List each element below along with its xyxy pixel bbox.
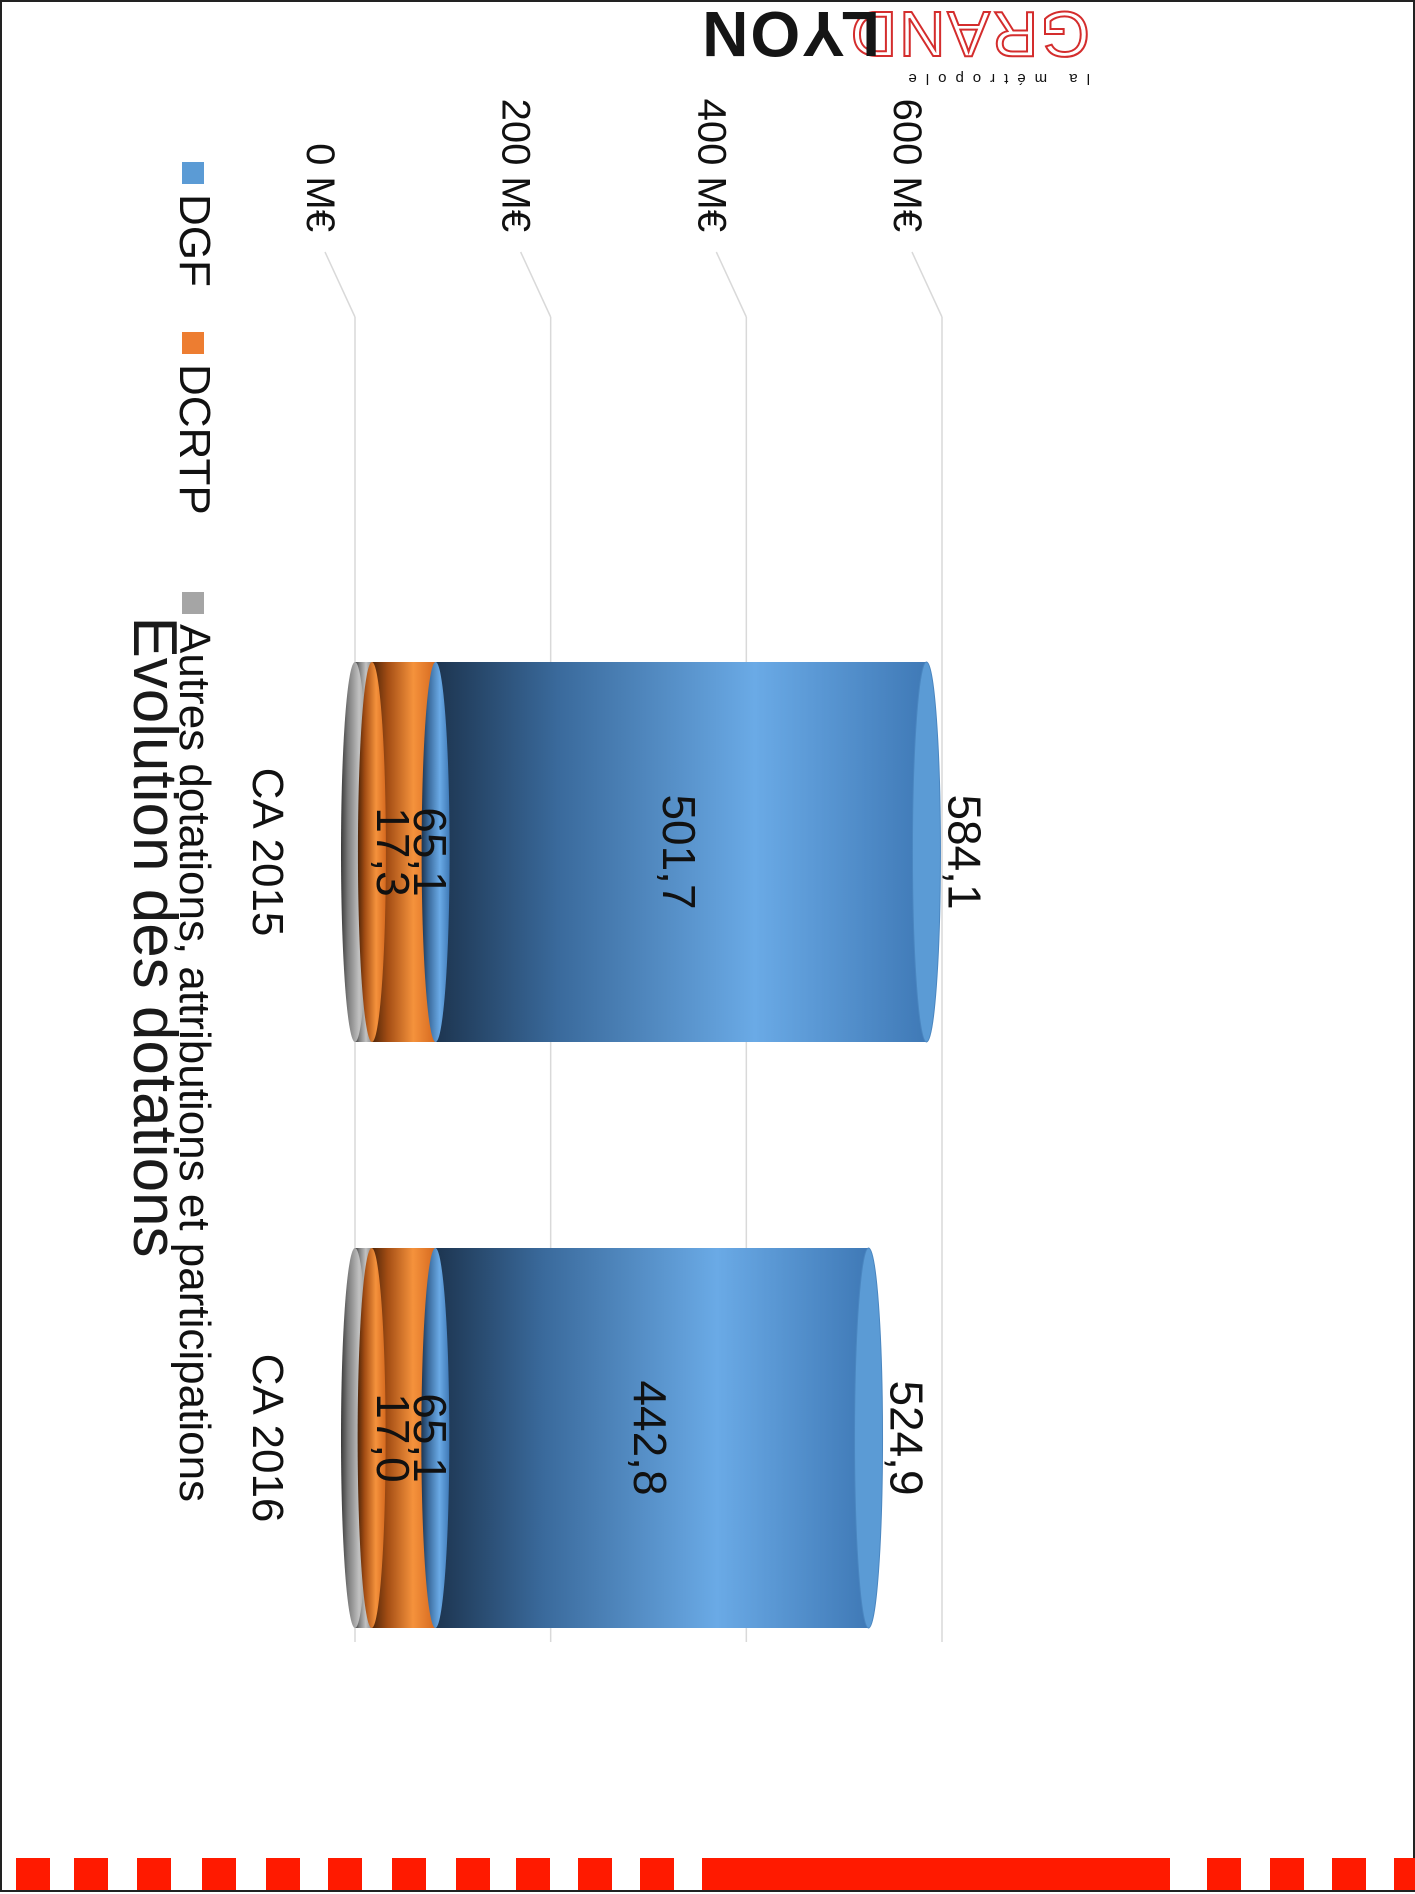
total-label: 584,1 [938,794,990,909]
gridline-depth [324,251,356,318]
legend-swatch [182,592,204,614]
legend-label: DCRTP [170,364,219,515]
footer-square [16,1858,50,1890]
gridline-depth [519,251,552,318]
value-label-autres: 17,3 [367,807,419,897]
bar-segment-dgf [435,662,927,1042]
svg-text:GRAND: GRAND [849,2,1090,70]
bar-top [911,661,941,1043]
tick-label: 600 M€ [885,99,929,232]
footer-square [392,1858,426,1890]
legend-swatch [182,332,204,354]
legend: DGF DCRTP Autres dotations, attributions e… [170,162,219,1502]
gridline-depth [715,251,748,318]
chart-title: Evolution des dotations [120,616,189,1257]
footer-square [1270,1858,1304,1890]
svg-text:LYON: LYON [700,2,880,70]
footer-square [266,1858,300,1890]
footer-square [1207,1858,1241,1890]
bars [341,661,941,1629]
bar-segment-base [421,662,450,1042]
bar-segment-dgf [435,1248,869,1628]
legend-label: Autres dotations, attributions et partic… [170,624,219,1502]
footer-square [1332,1858,1366,1890]
footer-bar [2,1854,1415,1890]
value-label-dcrtp: 65,1 [404,1393,456,1483]
footer-square [456,1858,490,1890]
bar-segment-base [357,662,386,1042]
grand-lyon-logo: la métropole GRAND LYON [700,2,1091,87]
footer-square [516,1858,550,1890]
bar-segment-base [357,1248,386,1628]
bar-segment-dcrtp [371,1248,436,1628]
value-label-dcrtp: 65,1 [404,807,456,897]
legend-label: DGF [170,194,219,287]
category-label: CA 2016 [243,1354,292,1523]
tick-label: 400 M€ [689,99,733,232]
category-label: CA 2015 [243,768,292,937]
gridline-depth [911,251,943,318]
bar-segment-dcrtp [371,662,436,1042]
axis-ticks: 0 M€ 200 M€ 400 M€ 600 M€ [298,99,929,232]
footer-square [202,1858,236,1890]
value-label-dgf: 442,8 [624,1380,676,1495]
footer-square [578,1858,612,1890]
value-label-dgf: 501,7 [653,794,705,909]
footer-square [328,1858,362,1890]
footer-square [1394,1858,1415,1890]
footer-square [74,1858,108,1890]
bar-segment-base [421,1248,450,1628]
footer-square [137,1858,171,1890]
bar-top [854,1247,884,1629]
svg-text:la métropole: la métropole [899,70,1090,87]
value-label-autres: 17,0 [367,1393,419,1483]
tick-label: 200 M€ [494,99,538,232]
tick-label: 0 M€ [298,143,342,232]
legend-swatch [182,162,204,184]
total-label: 524,9 [881,1380,933,1495]
footer-long-bar [702,1858,1170,1890]
footer-square [640,1858,674,1890]
